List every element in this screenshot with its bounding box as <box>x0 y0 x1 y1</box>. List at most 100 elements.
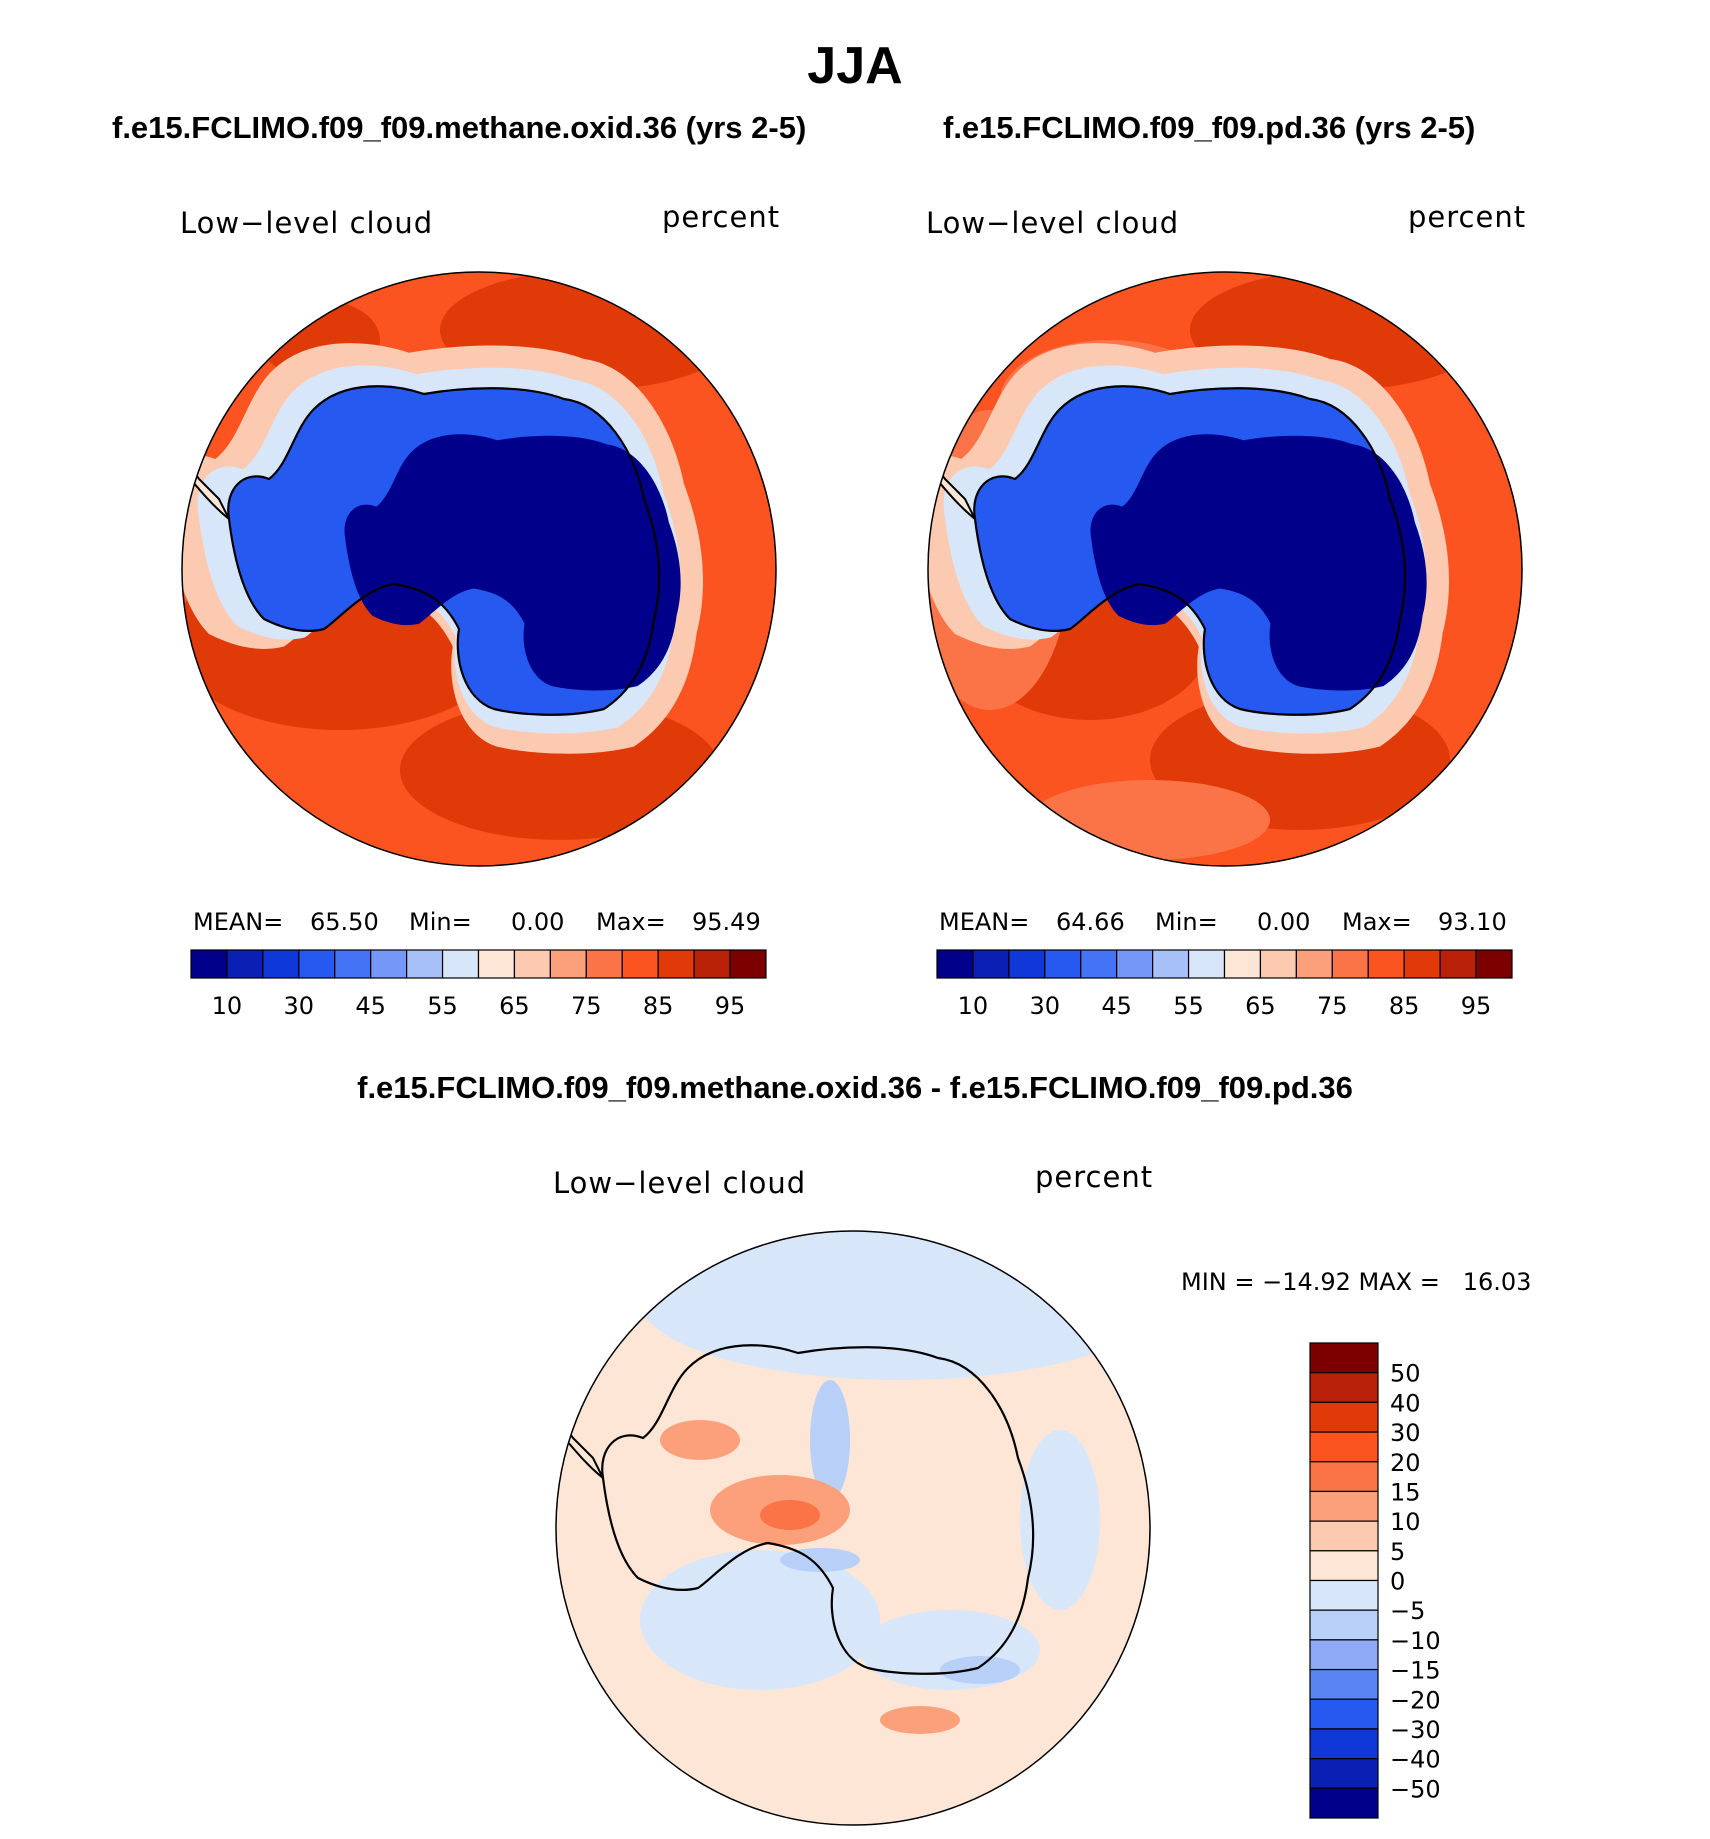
right-colorbar-box <box>1008 949 1046 979</box>
right-min-label: Min= <box>1155 908 1218 936</box>
right-colorbar-box <box>1439 949 1477 979</box>
diff-colorbar-box <box>1309 1758 1379 1789</box>
diff-colorbar-box <box>1309 1431 1379 1463</box>
right-colorbar-tick-label: 45 <box>1101 992 1132 1020</box>
diff-minmax-label: MIN = −14.92 MAX = 16.03 <box>1181 1268 1532 1296</box>
diff-colorbar-box <box>1309 1461 1379 1493</box>
diff-colorbar-tick-label: −10 <box>1390 1627 1441 1655</box>
right-colorbar-tick-label: 85 <box>1389 992 1420 1020</box>
left-colorbar-box <box>190 949 228 979</box>
left-mean-value: 65.50 <box>310 908 379 936</box>
right-colorbar-box <box>1403 949 1441 979</box>
left-map <box>182 272 776 866</box>
diff-colorbar-tick-label: −15 <box>1390 1657 1441 1685</box>
left-max-value: 95.49 <box>692 908 761 936</box>
left-colorbar-box <box>298 949 336 979</box>
left-colorbar-tick-label: 30 <box>284 992 315 1020</box>
left-colorbar-tick-label: 95 <box>715 992 746 1020</box>
diff-variable-label: Low−level cloud <box>553 1166 807 1200</box>
right-colorbar-tick-label: 10 <box>958 992 989 1020</box>
right-colorbar-box <box>1475 949 1513 979</box>
diff-map-negative-strong-patches <box>780 1380 1020 1684</box>
left-colorbar-box <box>513 949 551 979</box>
right-colorbar-box <box>1223 949 1262 979</box>
left-min-value: 0.00 <box>511 908 565 936</box>
right-colorbar-box <box>1331 949 1369 979</box>
right-colorbar-tick-label: 30 <box>1030 992 1061 1020</box>
diff-map <box>556 1231 1150 1825</box>
right-colorbar-tick-label: 55 <box>1173 992 1204 1020</box>
left-colorbar-box <box>441 949 480 979</box>
right-colorbar-tick-label: 75 <box>1317 992 1348 1020</box>
diff-colorbar-tick-label: −50 <box>1390 1775 1441 1803</box>
diff-colorbar-box <box>1309 1668 1379 1700</box>
diff-colorbar-tick-label: 0 <box>1390 1568 1405 1596</box>
diff-map-negative-patches <box>640 1231 1150 1690</box>
right-colorbar-tick-label: 65 <box>1245 992 1276 1020</box>
right-colorbar-box <box>1044 949 1082 979</box>
left-colorbar-box <box>657 949 695 979</box>
right-colorbar-box <box>936 949 974 979</box>
diff-colorbar-tick-label: −30 <box>1390 1716 1441 1744</box>
left-colorbar-tick-label: 65 <box>499 992 530 1020</box>
left-colorbar-tick-label: 55 <box>427 992 458 1020</box>
left-units-label: percent <box>662 200 781 234</box>
diff-colorbar-tick-label: −20 <box>1390 1686 1441 1714</box>
right-min-value: 0.00 <box>1257 908 1311 936</box>
left-panel-title: f.e15.FCLIMO.f09_f09.methane.oxid.36 (yr… <box>112 110 807 145</box>
left-colorbar-box <box>334 949 372 979</box>
right-colorbar: 10 30 45 55 65 75 85 95 <box>936 949 1513 1020</box>
diff-colorbar-box <box>1309 1639 1379 1671</box>
left-colorbar-box <box>406 949 444 979</box>
left-colorbar-tick-label: 45 <box>355 992 386 1020</box>
left-min-label: Min= <box>409 908 472 936</box>
right-units-label: percent <box>1408 200 1527 234</box>
right-colorbar-box <box>1187 949 1226 979</box>
diff-colorbar-tick-label: 30 <box>1390 1419 1421 1447</box>
left-colorbar-box <box>549 949 587 979</box>
right-mean-label: MEAN= <box>939 908 1030 936</box>
left-max-label: Max= <box>596 908 666 936</box>
diff-colorbar-tick-label: 20 <box>1390 1449 1421 1477</box>
right-mean-value: 64.66 <box>1056 908 1125 936</box>
figure-title: JJA <box>807 37 903 95</box>
diff-colorbar-box <box>1309 1550 1379 1582</box>
diff-map-border <box>555 1230 1151 1826</box>
right-colorbar-box <box>972 949 1010 979</box>
diff-colorbar-box <box>1309 1609 1379 1641</box>
diff-colorbar-tick-label: 40 <box>1390 1389 1421 1417</box>
left-mean-label: MEAN= <box>193 908 284 936</box>
diff-colorbar-box <box>1309 1490 1379 1522</box>
diff-colorbar-box <box>1309 1520 1379 1552</box>
diff-colorbar-tick-label: 10 <box>1390 1508 1421 1536</box>
right-map <box>928 272 1522 866</box>
right-colorbar-box <box>1152 949 1190 979</box>
left-colorbar-box <box>226 949 264 979</box>
left-colorbar-tick-label: 75 <box>571 992 602 1020</box>
left-colorbar-tick-label: 85 <box>643 992 674 1020</box>
diff-colorbar-tick-label: 50 <box>1390 1360 1421 1388</box>
left-colorbar-box <box>621 949 659 979</box>
right-colorbar-tick-label: 95 <box>1461 992 1492 1020</box>
left-colorbar-box <box>477 949 516 979</box>
right-max-label: Max= <box>1342 908 1412 936</box>
left-colorbar-box <box>729 949 767 979</box>
left-colorbar: 10 30 45 55 65 75 85 95 <box>190 949 767 1020</box>
left-colorbar-box <box>585 949 623 979</box>
right-colorbar-box <box>1367 949 1405 979</box>
right-colorbar-box <box>1080 949 1118 979</box>
diff-colorbar-box <box>1309 1342 1379 1374</box>
diff-colorbar-box <box>1309 1787 1379 1819</box>
left-map-border <box>181 271 777 867</box>
right-panel-title: f.e15.FCLIMO.f09_f09.pd.36 (yrs 2-5) <box>943 110 1476 145</box>
left-colorbar-box <box>262 949 300 979</box>
diff-colorbar-tick-label: −40 <box>1390 1746 1441 1774</box>
diff-colorbar-tick-label: 15 <box>1390 1478 1421 1506</box>
right-map-border <box>927 271 1523 867</box>
right-colorbar-box <box>1295 949 1333 979</box>
diff-colorbar-box <box>1309 1579 1379 1611</box>
diff-colorbar-box <box>1309 1698 1379 1730</box>
diff-colorbar-box <box>1309 1401 1379 1433</box>
